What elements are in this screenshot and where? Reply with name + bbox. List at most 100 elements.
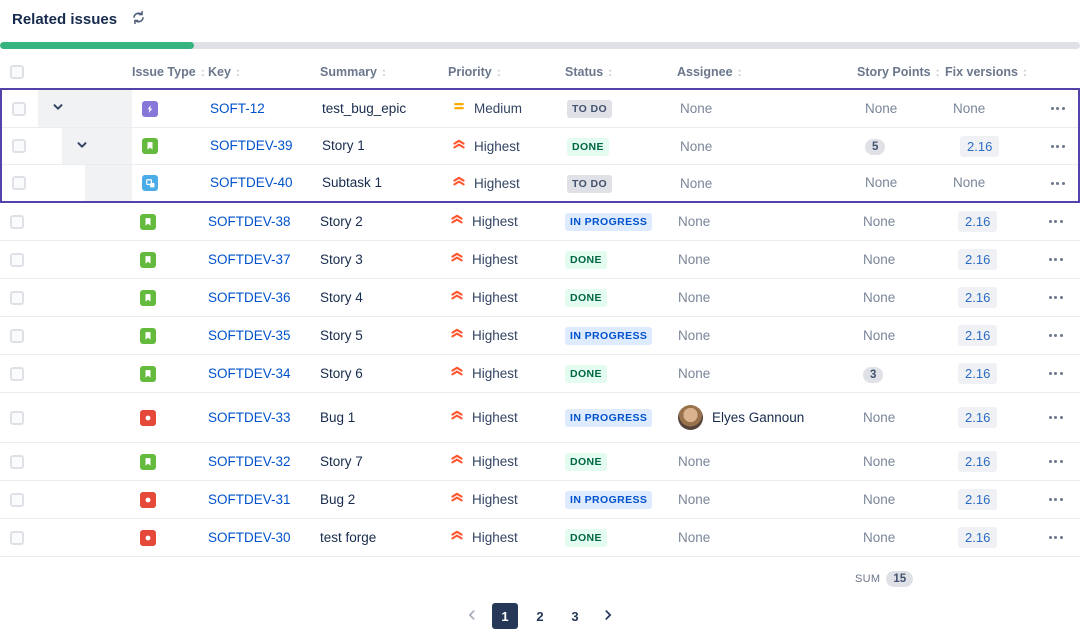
priority-label: Highest [472, 366, 518, 381]
row-checkbox[interactable] [12, 176, 26, 190]
column-header-key[interactable]: Key: [206, 65, 318, 79]
row-checkbox[interactable] [10, 410, 24, 425]
fix-versions-cell: 2.16 [943, 211, 1028, 232]
issue-key-link[interactable]: SOFTDEV-31 [208, 491, 291, 507]
row-checkbox[interactable] [10, 492, 24, 507]
row-actions-menu-button[interactable] [1044, 139, 1069, 154]
row-checkbox[interactable] [10, 366, 24, 381]
row-checkbox[interactable] [10, 290, 24, 305]
priority-medium-icon [452, 99, 466, 118]
row-checkbox[interactable] [12, 139, 26, 153]
select-all-checkbox[interactable] [10, 64, 24, 79]
column-header-assignee[interactable]: Assignee: [675, 65, 855, 79]
issue-type-cell [132, 175, 208, 191]
row-actions-menu-button[interactable] [1042, 252, 1067, 267]
row-actions-menu-button[interactable] [1042, 290, 1067, 305]
column-header-status[interactable]: Status: [563, 65, 675, 79]
refresh-button[interactable] [131, 10, 146, 28]
row-checkbox[interactable] [10, 252, 24, 267]
fix-version-chip[interactable]: 2.16 [958, 363, 998, 384]
issue-type-cell [130, 365, 206, 382]
summary-cell: Story 4 [318, 289, 446, 307]
issue-type-cell [130, 529, 206, 546]
status-badge: DONE [565, 289, 607, 307]
column-header-summary[interactable]: Summary: [318, 65, 446, 79]
row-checkbox[interactable] [10, 214, 24, 229]
next-page-button[interactable] [597, 604, 619, 629]
column-header-story-points[interactable]: Story Points: [855, 65, 943, 79]
row-actions-menu-button[interactable] [1042, 214, 1067, 229]
priority-highest-icon [450, 408, 464, 427]
row-checkbox[interactable] [10, 454, 24, 469]
fix-version-chip[interactable]: 2.16 [958, 211, 998, 232]
fix-version-chip[interactable]: 2.16 [958, 407, 998, 428]
status-badge: IN PROGRESS [565, 327, 653, 345]
fix-versions-cell: 2.16 [943, 527, 1028, 548]
issue-key-link[interactable]: SOFTDEV-37 [208, 251, 291, 267]
issue-key-link[interactable]: SOFTDEV-40 [210, 175, 293, 190]
sum-value-badge: 15 [886, 571, 914, 587]
row-actions-menu-button[interactable] [1042, 366, 1067, 381]
issue-key-link[interactable]: SOFTDEV-36 [208, 289, 291, 305]
subtask-issue-type-icon [142, 175, 158, 191]
page-button-3[interactable]: 3 [562, 603, 588, 629]
fix-version-chip[interactable]: 2.16 [958, 451, 998, 472]
row-actions-menu-button[interactable] [1044, 176, 1069, 191]
row-actions-menu-button[interactable] [1042, 328, 1067, 343]
summary-cell: Story 7 [318, 453, 446, 471]
issue-key-link[interactable]: SOFTDEV-32 [208, 453, 291, 469]
row-actions-menu-button[interactable] [1042, 530, 1067, 545]
issue-key-link[interactable]: SOFTDEV-38 [208, 213, 291, 229]
column-header-issue-type[interactable]: Issue Type: [130, 65, 206, 79]
row-checkbox[interactable] [10, 328, 24, 343]
row-actions-menu-button[interactable] [1044, 101, 1069, 116]
row-menu-cell [1028, 454, 1080, 469]
fix-version-chip[interactable]: 2.16 [958, 325, 998, 346]
page-button-1[interactable]: 1 [492, 603, 518, 629]
issue-key-link[interactable]: SOFTDEV-34 [208, 365, 291, 381]
status-badge: DONE [565, 529, 607, 547]
row-menu-cell [1028, 530, 1080, 545]
priority-highest-icon [450, 250, 464, 269]
fix-version-chip[interactable]: 2.16 [958, 249, 998, 270]
issue-key-link[interactable]: SOFTDEV-35 [208, 327, 291, 343]
expand-collapse-button[interactable] [74, 137, 90, 156]
fix-version-chip[interactable]: 2.16 [958, 527, 998, 548]
issue-key-link[interactable]: SOFTDEV-30 [208, 529, 291, 545]
epic-issue-type-icon [142, 100, 158, 117]
fix-version-chip[interactable]: 2.16 [958, 287, 998, 308]
row-checkbox-cell [2, 139, 38, 153]
assignee-cell: None [675, 492, 855, 507]
fix-versions-none: None [953, 100, 986, 116]
column-header-fix-versions[interactable]: Fix versions: [943, 65, 1028, 79]
issue-key-link[interactable]: SOFTDEV-33 [208, 409, 291, 425]
chevron-down-icon [50, 99, 66, 118]
issue-key-link[interactable]: SOFT-12 [210, 100, 265, 116]
row-actions-menu-button[interactable] [1042, 454, 1067, 469]
row-actions-menu-button[interactable] [1042, 492, 1067, 507]
story-points-cell: None [855, 453, 943, 471]
fix-version-chip[interactable]: 2.16 [960, 135, 1000, 157]
summary-cell: Subtask 1 [320, 174, 448, 192]
summary-cell: Story 2 [318, 213, 446, 231]
priority-highest-icon [450, 326, 464, 345]
hierarchy-cell [38, 128, 132, 164]
assignee-cell: None [675, 214, 855, 229]
expand-collapse-button[interactable] [50, 99, 66, 118]
issue-row: SOFTDEV-35 Story 5 Highest IN PROGRESS None N… [0, 317, 1080, 355]
column-header-priority[interactable]: Priority: [446, 65, 563, 79]
row-checkbox[interactable] [12, 101, 26, 116]
prev-page-button[interactable] [461, 604, 483, 629]
header-checkbox-cell [0, 64, 36, 79]
assignee-cell: None [675, 328, 855, 343]
row-checkbox[interactable] [10, 530, 24, 545]
row-actions-menu-button[interactable] [1042, 410, 1067, 425]
key-cell: SOFTDEV-39 [208, 137, 320, 155]
issue-key-link[interactable]: SOFTDEV-39 [210, 138, 293, 153]
page-button-2[interactable]: 2 [527, 603, 553, 629]
fix-versions-cell: 2.16 [945, 135, 1030, 157]
priority-label: Highest [472, 410, 518, 425]
issue-type-cell [132, 138, 208, 154]
priority-highest-icon [452, 137, 466, 156]
fix-version-chip[interactable]: 2.16 [958, 489, 998, 510]
